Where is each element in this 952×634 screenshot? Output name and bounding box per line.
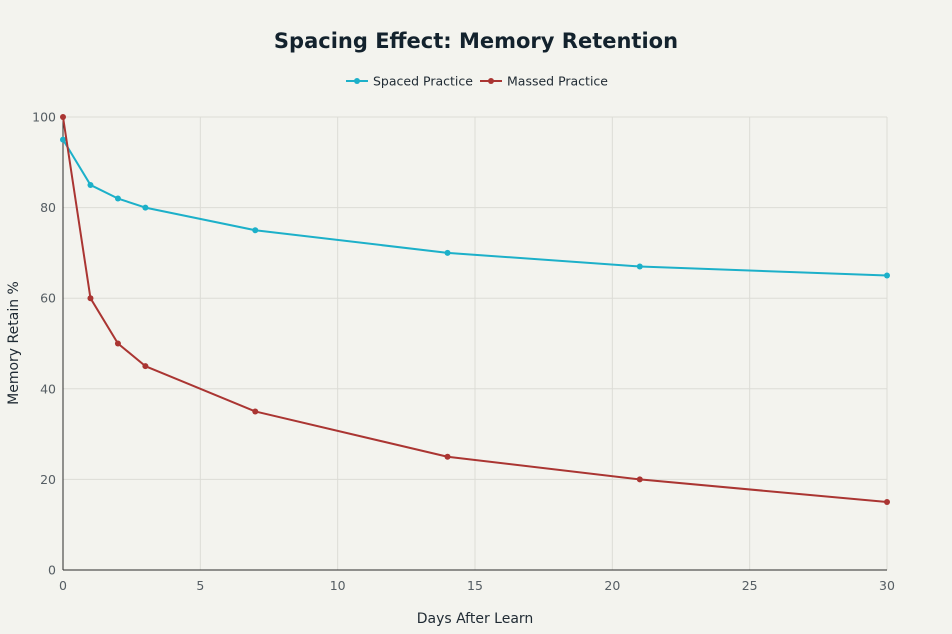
y-tick-label: 100 <box>32 110 56 125</box>
x-tick-label: 0 <box>59 578 67 593</box>
x-tick-label: 10 <box>330 578 346 593</box>
data-point-spaced-practice[interactable] <box>636 263 643 270</box>
series-line-massed-practice <box>62 116 888 504</box>
data-point-spaced-practice[interactable] <box>252 227 259 234</box>
x-tick-label: 20 <box>604 578 620 593</box>
data-point-massed-practice[interactable] <box>444 453 451 460</box>
data-point-spaced-practice[interactable] <box>884 272 890 279</box>
x-axis-title: Days After Learn <box>417 611 534 627</box>
y-axis-title: Memory Retain % <box>6 281 22 405</box>
legend-label-massed-practice: Massed Practice <box>507 74 608 89</box>
x-tick-label: 5 <box>196 578 204 593</box>
axes <box>62 117 887 571</box>
x-tick-label: 30 <box>879 578 895 593</box>
data-point-spaced-practice[interactable] <box>114 195 121 202</box>
legend-item-massed-practice[interactable]: Massed Practice <box>480 74 608 89</box>
x-tick-label: 15 <box>467 578 483 593</box>
data-point-massed-practice[interactable] <box>87 295 94 302</box>
legend-label-spaced-practice: Spaced Practice <box>373 74 473 89</box>
x-tick-label: 25 <box>742 578 758 593</box>
y-tick-label: 60 <box>40 291 56 306</box>
y-tick-label: 40 <box>40 381 56 396</box>
data-point-spaced-practice[interactable] <box>87 181 94 188</box>
data-point-spaced-practice[interactable] <box>60 136 66 143</box>
series-massed-practice <box>60 114 890 506</box>
series-spaced-practice <box>60 136 890 279</box>
data-point-massed-practice[interactable] <box>142 363 149 370</box>
legend-marker-spaced-practice <box>354 78 360 84</box>
y-tick-label: 20 <box>40 472 56 487</box>
data-point-massed-practice[interactable] <box>252 408 259 415</box>
legend: Spaced Practice Massed Practice <box>346 74 608 89</box>
series-line-spaced-practice <box>62 139 888 277</box>
chart-title: Spacing Effect: Memory Retention <box>274 29 678 53</box>
legend-item-spaced-practice[interactable]: Spaced Practice <box>346 74 473 89</box>
y-tick-label: 0 <box>48 563 56 578</box>
data-point-massed-practice[interactable] <box>636 476 643 483</box>
series-layer <box>60 114 890 506</box>
data-point-massed-practice[interactable] <box>60 114 66 120</box>
data-point-massed-practice[interactable] <box>884 499 890 506</box>
grid <box>63 116 888 570</box>
tick-labels: 0 5 10 15 20 25 30 0 20 40 60 80 100 <box>32 110 895 594</box>
legend-marker-massed-practice <box>488 78 494 84</box>
y-tick-label: 80 <box>40 200 56 215</box>
data-point-spaced-practice[interactable] <box>142 204 149 211</box>
data-point-massed-practice[interactable] <box>114 340 121 347</box>
data-point-spaced-practice[interactable] <box>444 249 451 256</box>
